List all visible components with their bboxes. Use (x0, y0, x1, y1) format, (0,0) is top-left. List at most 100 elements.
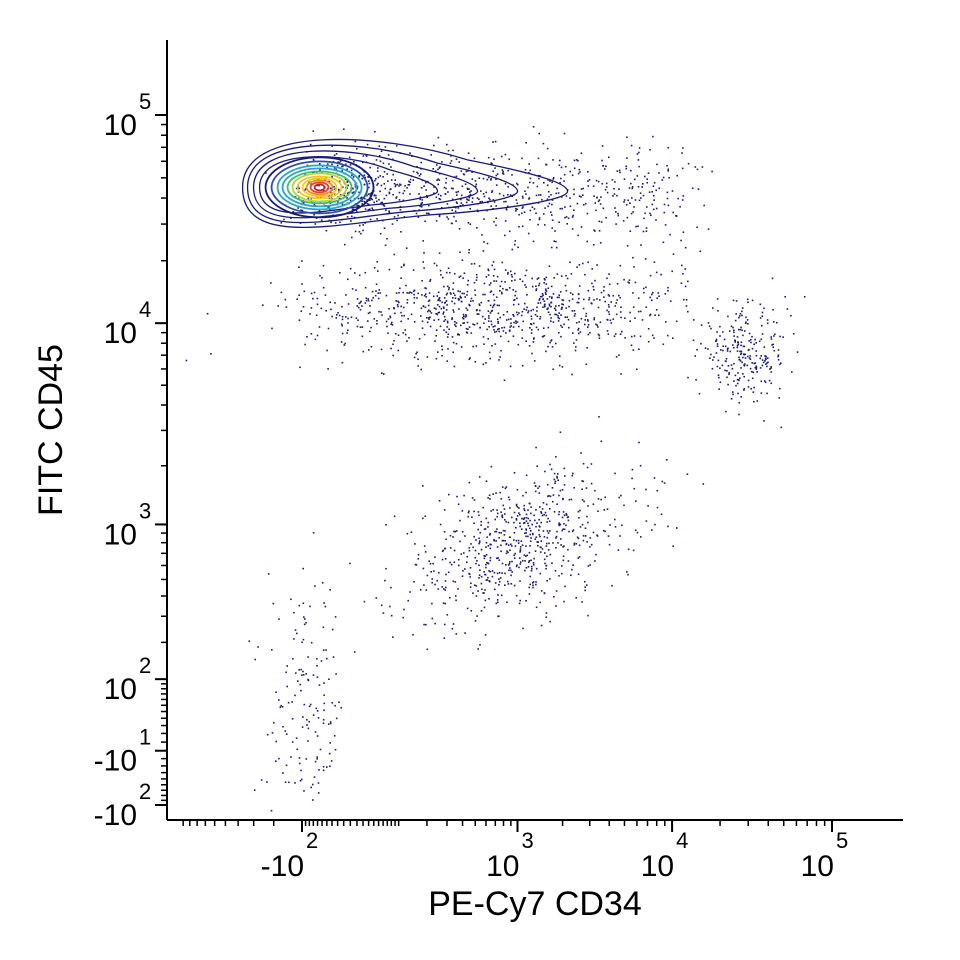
event-dot (278, 699, 280, 701)
event-dot (495, 184, 498, 186)
event-dot (545, 290, 548, 292)
event-dot (614, 305, 616, 307)
event-dot (734, 319, 737, 322)
event-dot (383, 197, 386, 200)
event-dot (415, 564, 418, 566)
event-dot (508, 158, 511, 161)
event-dot (739, 360, 742, 362)
event-dot (743, 375, 745, 378)
density-contours (241, 138, 569, 229)
event-dot (362, 155, 365, 157)
event-dot (533, 482, 536, 484)
event-dot (536, 310, 538, 312)
event-dot (483, 282, 486, 285)
event-dot (386, 173, 388, 175)
event-dot (475, 279, 478, 281)
event-dot (544, 207, 546, 209)
event-dot (347, 303, 350, 305)
event-dot (490, 320, 492, 323)
event-dot (530, 318, 533, 320)
event-dot (636, 175, 639, 177)
event-dot (493, 268, 496, 271)
event-dot (494, 140, 497, 143)
event-dot (523, 509, 526, 512)
event-dot (478, 198, 480, 201)
event-dot (322, 722, 325, 724)
event-dot (549, 530, 551, 532)
event-dot (696, 226, 698, 229)
event-dot (581, 523, 584, 526)
event-dot (523, 522, 525, 524)
event-dot (649, 212, 651, 215)
event-dot (377, 292, 379, 294)
event-dot (535, 581, 537, 583)
event-dot (427, 304, 430, 307)
event-dot (480, 524, 482, 526)
event-dot (478, 577, 480, 579)
event-dot (349, 164, 352, 166)
event-dot (515, 503, 518, 506)
event-dot (733, 331, 735, 334)
event-dot (538, 492, 541, 494)
event-dot (354, 140, 357, 143)
event-dot (375, 283, 378, 286)
event-dot (465, 331, 468, 334)
event-dot (568, 498, 571, 501)
event-dot (439, 325, 442, 328)
event-dot (490, 205, 492, 207)
y-tick-exponent: 1 (139, 725, 151, 750)
event-dot (755, 367, 758, 369)
event-dot (729, 350, 732, 353)
event-dot (516, 182, 518, 185)
event-dot (505, 564, 507, 566)
event-dot (545, 616, 548, 618)
event-dot (503, 534, 506, 536)
event-dot (607, 304, 610, 306)
event-dot (717, 359, 720, 362)
event-dot (358, 231, 361, 233)
event-dot (425, 181, 427, 184)
event-dot (457, 558, 460, 561)
event-dot (543, 300, 546, 302)
event-dot (684, 268, 686, 270)
event-dot (442, 311, 445, 313)
event-dot (342, 186, 344, 188)
event-dot (450, 187, 453, 190)
event-dot (463, 315, 465, 318)
event-dot (363, 600, 366, 603)
event-dot (470, 190, 472, 192)
event-dot (430, 312, 433, 314)
event-dot (544, 224, 546, 226)
event-dot (313, 171, 315, 174)
event-dot (399, 209, 402, 211)
event-dot (290, 756, 292, 758)
event-dot (492, 141, 494, 143)
event-dot (487, 497, 489, 499)
event-dot (722, 349, 724, 352)
event-dot (322, 765, 325, 768)
event-dot (542, 530, 545, 532)
event-dot (551, 296, 553, 298)
event-dot (438, 500, 441, 502)
event-dot (572, 564, 574, 566)
event-dot (555, 240, 557, 243)
event-dot (528, 172, 530, 174)
event-dot (290, 217, 292, 219)
event-dot (466, 607, 469, 610)
event-dot (707, 348, 709, 350)
event-dot (726, 376, 728, 379)
contour-ring (264, 156, 375, 219)
event-dot (454, 581, 457, 583)
event-dot (388, 308, 390, 310)
event-dot (482, 177, 485, 180)
event-dot (642, 230, 645, 233)
event-dot (397, 334, 400, 336)
event-dot (462, 318, 465, 320)
event-dot (535, 288, 538, 290)
event-dot (563, 173, 566, 176)
event-dot (185, 359, 188, 362)
event-dot (330, 191, 332, 193)
event-dot (558, 164, 561, 167)
event-dot (496, 515, 498, 518)
event-dot (563, 528, 566, 531)
